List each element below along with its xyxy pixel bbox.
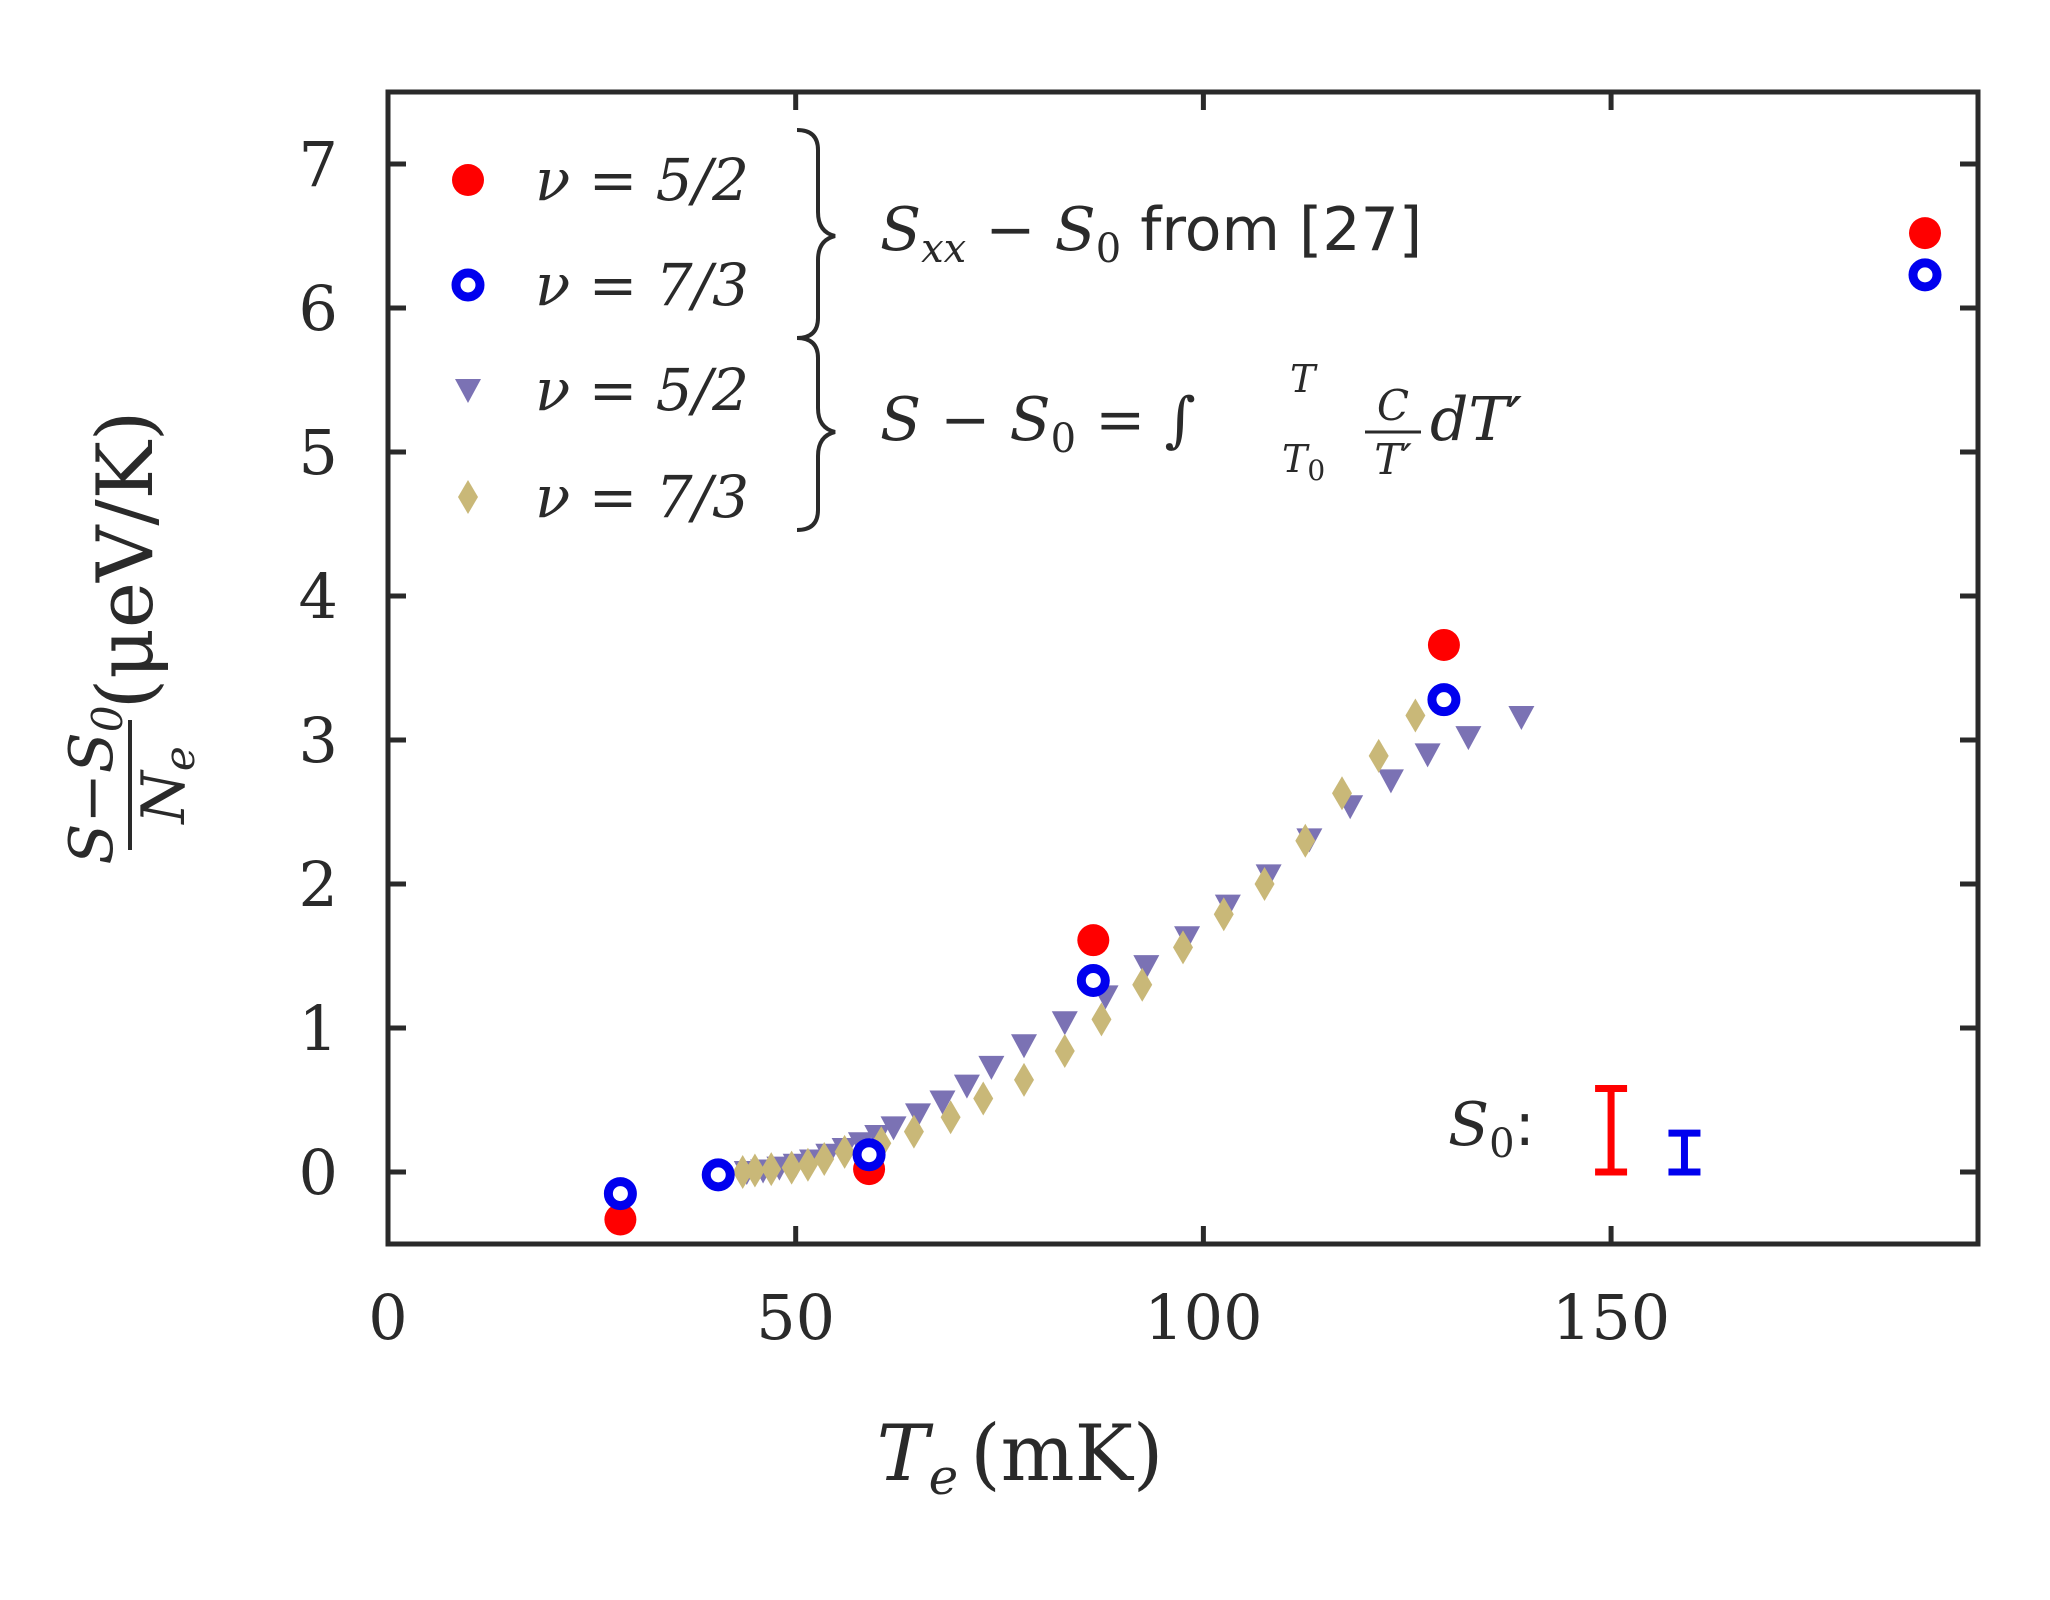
data-point-diamond (940, 1100, 961, 1135)
axis-tick-labels: 0 50 100 150 0 1 2 3 4 5 6 7 (299, 128, 1671, 1354)
data-point-diamond (1295, 823, 1316, 858)
data-point-diamond (903, 1114, 924, 1149)
x-axis-label: Te (mK) (877, 1409, 1164, 1506)
y-axis-label: S−S0 Ne (μeV/K) (57, 411, 204, 865)
legend: ν = 5/2 ν = 7/3 ν = 5/2 ν = 7/3 (451, 146, 749, 531)
data-point-diamond (744, 1153, 765, 1188)
data-point-triangle-down (1508, 705, 1535, 730)
axis-ticks (385, 92, 1978, 1244)
data-point-diamond (1254, 867, 1275, 901)
data-point-circle (1077, 924, 1110, 957)
data-point-ring (1076, 963, 1110, 997)
data-point-triangle-down (929, 1090, 956, 1115)
annotation-integral: S − S0 = ∫ T0 T C T′ dT′ (880, 357, 1522, 487)
y-tick-label: 6 (299, 272, 338, 345)
legend-label: ν = 5/2 (535, 146, 749, 214)
legend-label: ν = 5/2 (535, 356, 749, 424)
data-point-circle (604, 1203, 637, 1236)
y-tick-label: 3 (299, 704, 338, 777)
data-point-diamond (973, 1081, 994, 1116)
data-point-circle (1427, 628, 1460, 661)
data-point-diamond (1132, 967, 1153, 1002)
data-point-triangle-down (1133, 955, 1160, 980)
data-point-diamond (834, 1134, 855, 1169)
legend-brace-lower (796, 336, 836, 532)
s0-error-bar (1595, 1084, 1628, 1176)
x-tick-label: 150 (1552, 1281, 1670, 1354)
svg-text:S − S0 = ∫: S − S0 = ∫ (880, 385, 1196, 462)
s0-error-bars (1595, 1084, 1701, 1176)
y-tick-label: 7 (299, 128, 338, 201)
s0-error-bar (1668, 1129, 1701, 1176)
data-point-diamond (1054, 1034, 1075, 1069)
s0-label: S0: (1448, 1090, 1535, 1167)
data-point-triangle-down (1414, 743, 1441, 768)
data-point-diamond (1368, 738, 1389, 773)
x-tick-label: 50 (756, 1281, 835, 1354)
data-point-ring (701, 1158, 735, 1192)
annotation-sxx: Sxx − S0 from [27] (880, 195, 1422, 272)
svg-text:C: C (1377, 381, 1409, 430)
legend-brace-upper (796, 128, 836, 340)
legend-label: ν = 7/3 (535, 463, 749, 531)
legend-label: ν = 7/3 (535, 251, 749, 319)
plot-frame (385, 89, 1981, 1247)
x-tick-label: 100 (1144, 1281, 1262, 1354)
svg-text:dT′: dT′ (1430, 385, 1522, 455)
svg-text:T′: T′ (1374, 435, 1412, 484)
data-point-diamond (761, 1152, 782, 1187)
data-point-triangle-down (953, 1074, 980, 1099)
svg-text:T: T (1290, 357, 1318, 401)
data-point-circle (1909, 217, 1941, 250)
data-point-ring (1427, 683, 1461, 717)
data-point-diamond (1173, 930, 1193, 965)
data-point-triangle-down (880, 1116, 907, 1141)
legend-marker-circle (452, 164, 484, 196)
y-tick-label: 5 (299, 416, 338, 489)
data-point-triangle-down (978, 1055, 1005, 1080)
data-point-triangle-down (1377, 769, 1404, 794)
data-point-ring (603, 1177, 637, 1211)
data-point-diamond (1332, 776, 1352, 811)
data-point-diamond (1091, 1002, 1112, 1037)
legend-marker-triangle-down (455, 379, 481, 403)
svg-text:T0: T0 (1282, 437, 1325, 487)
svg-text:S−S0: S−S0 (57, 705, 132, 864)
data-point-diamond (1405, 698, 1426, 733)
svg-text:Ne: Ne (129, 746, 204, 825)
svg-text:(μeV/K): (μeV/K) (81, 411, 171, 710)
data-point-diamond (1213, 897, 1234, 932)
y-tick-label: 4 (299, 560, 338, 633)
data-point-triangle-down (1455, 726, 1482, 751)
data-point-ring (852, 1138, 886, 1172)
y-tick-label: 1 (299, 992, 338, 1065)
x-tick-label: 0 (368, 1281, 407, 1354)
y-tick-label: 0 (299, 1136, 338, 1209)
data-point-diamond (814, 1142, 835, 1177)
data-point-diamond (797, 1147, 818, 1182)
y-tick-label: 2 (299, 848, 338, 921)
data-point-triangle-down (1051, 1011, 1078, 1036)
data-point-diamond (781, 1150, 802, 1185)
legend-marker-diamond (458, 480, 478, 514)
data-point-triangle-down (905, 1103, 931, 1128)
data-point-ring (1908, 258, 1942, 292)
data-point-diamond (732, 1155, 753, 1189)
data-points (603, 217, 1942, 1236)
data-point-triangle-down (1011, 1034, 1037, 1059)
data-point-diamond (1014, 1062, 1034, 1097)
legend-marker-ring (451, 268, 485, 302)
